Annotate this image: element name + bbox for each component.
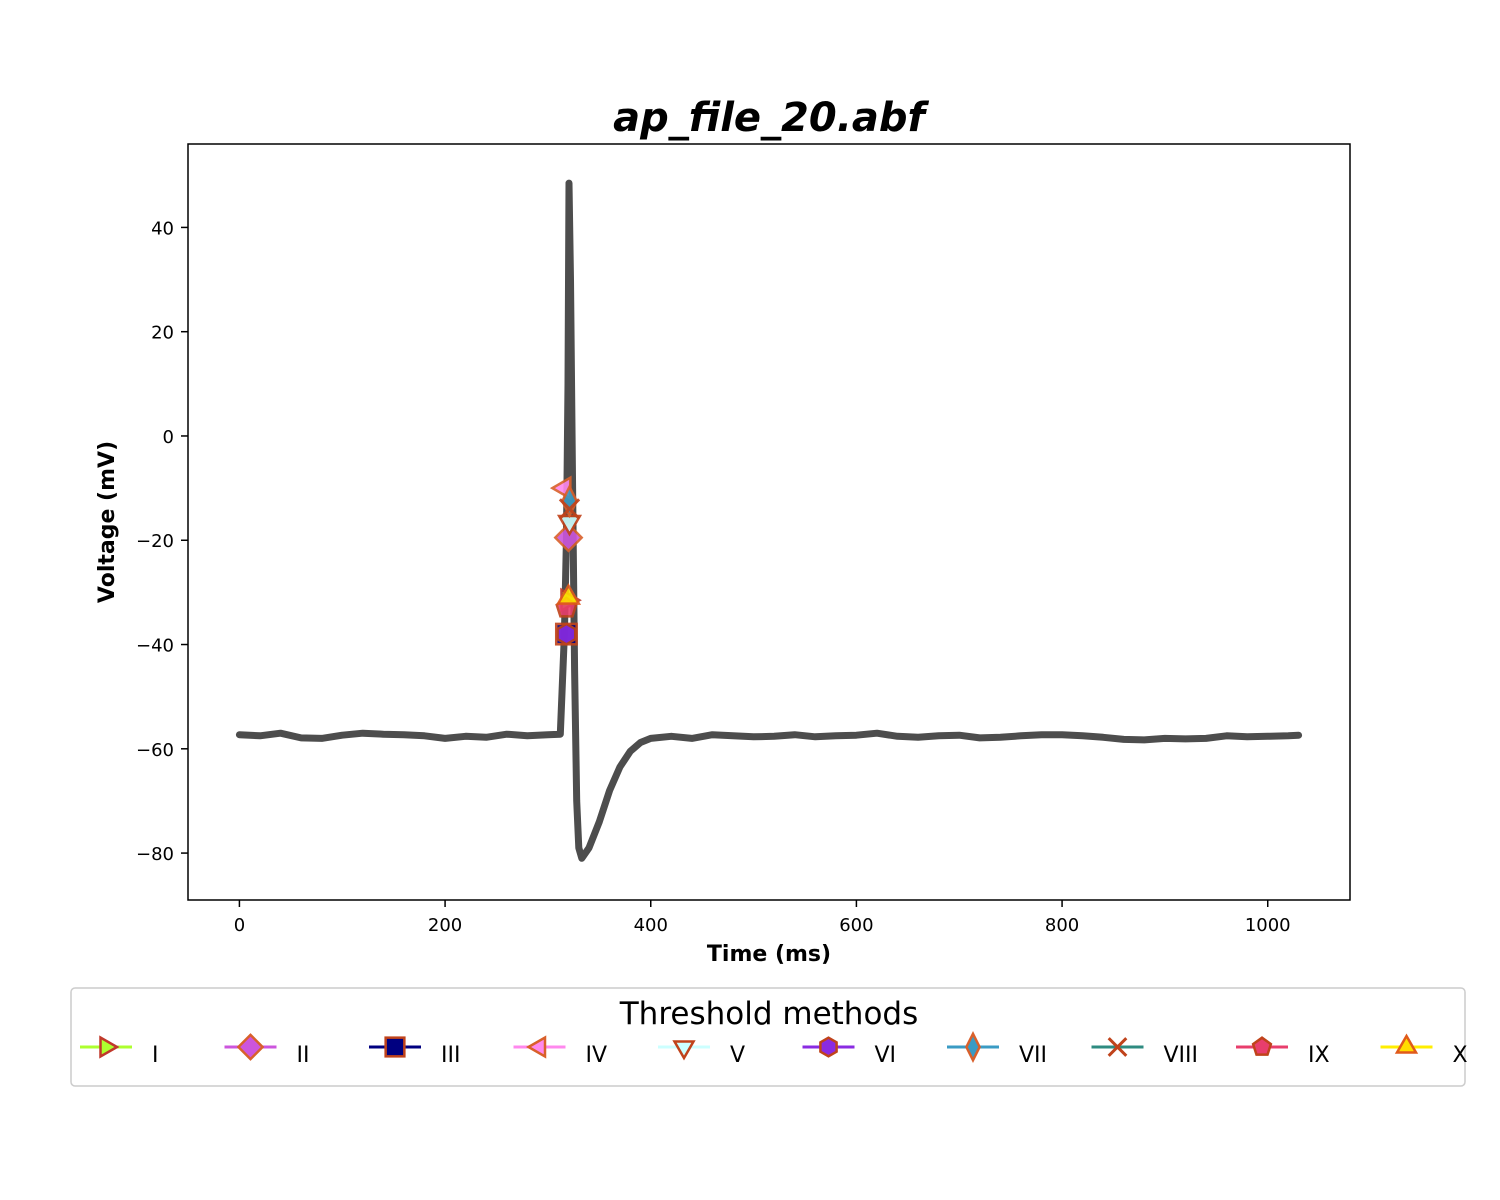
x-tick-label: 1000 [1245,915,1291,936]
y-tick-label: −40 [136,636,174,657]
legend-label: X [1453,1043,1468,1068]
legend-marker [672,1040,696,1061]
y-axis-label: Voltage (mV) [95,441,120,603]
legend-frame [70,987,1466,1087]
legend-label: VIII [1164,1043,1199,1068]
legend-item-iii: III [369,1036,460,1068]
legend-item-i: I [80,1035,159,1068]
legend-item-x: X [1380,1033,1468,1068]
legend-marker [236,1033,265,1061]
legend-items: I II III IV V VI VII VIII IX X [80,1031,1468,1068]
y-axis: 40 20 0 −20 −40 −60 −80 [136,218,188,865]
legend-label: III [441,1043,460,1068]
threshold-marker-vi [556,622,577,646]
x-tick-label: 400 [634,915,668,936]
legend-label: VI [875,1043,897,1068]
legend-marker [1107,1037,1128,1057]
legend-title: Threshold methods [619,996,919,1032]
legend-label: IX [1308,1043,1330,1068]
x-axis-label: Time (ms) [707,942,831,967]
y-tick-label: 20 [151,323,174,344]
legend-label: II [297,1043,310,1068]
y-tick-label: −80 [136,844,174,865]
threshold-marker-viii [558,498,581,520]
legend-item-ix: IX [1236,1036,1330,1068]
threshold-marker-x [555,583,582,605]
legend: Threshold methods I II III IV V VI VII VIII IX X [70,987,1468,1087]
y-tick-label: 40 [151,218,174,239]
legend-marker [525,1035,547,1059]
x-axis: 0 200 400 600 800 1000 [234,900,1291,936]
legend-marker [819,1036,838,1058]
legend-item-iv: IV [513,1035,608,1068]
voltage-trace [235,179,1303,862]
legend-marker [1251,1036,1273,1056]
legend-label: I [152,1043,159,1068]
threshold-marker-ii [553,522,584,553]
legend-item-vi: VI [802,1036,897,1068]
y-tick-label: −20 [136,531,174,552]
threshold-markers [549,475,584,646]
legend-label: IV [586,1043,608,1068]
legend-marker [1394,1033,1419,1054]
threshold-marker-vii [560,483,579,519]
legend-label: V [730,1043,745,1068]
legend-marker [384,1036,406,1058]
y-tick-label: 0 [163,427,174,448]
x-tick-label: 0 [234,915,245,936]
legend-marker [99,1035,120,1059]
legend-marker [965,1031,981,1063]
legend-item-ii: II [224,1033,310,1068]
legend-item-v: V [658,1040,745,1068]
plot-frame [187,143,1351,901]
x-tick-label: 200 [428,915,462,936]
legend-item-vii: VII [947,1031,1047,1068]
x-tick-label: 800 [1045,915,1079,936]
x-tick-label: 600 [839,915,873,936]
legend-label: VII [1019,1043,1047,1068]
y-tick-label: −60 [136,740,174,761]
chart-title: ap_file_20.abf [613,95,929,141]
legend-item-viii: VIII [1091,1037,1199,1068]
